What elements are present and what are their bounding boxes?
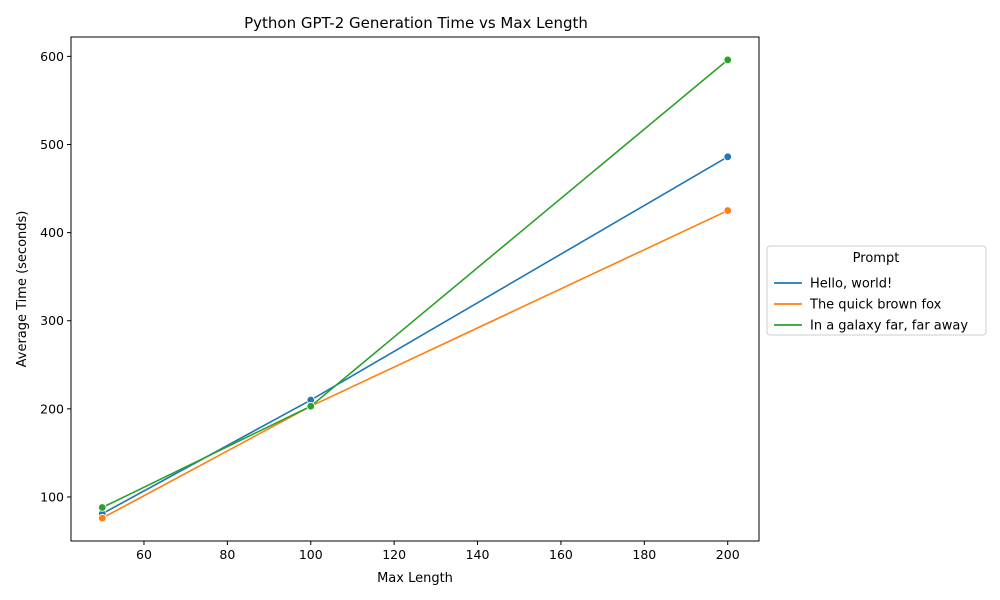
y-axis-ticks: 100 200 300 400 500 600 (40, 49, 71, 504)
chart-title: Python GPT-2 Generation Time vs Max Leng… (244, 14, 588, 32)
data-point (98, 513, 107, 523)
x-axis-label: Max Length (377, 571, 453, 586)
data-point (723, 206, 732, 215)
legend-label: Hello, world! (810, 277, 892, 292)
data-point (723, 152, 732, 162)
y-tick-label: 300 (40, 313, 64, 328)
data-point (306, 401, 315, 411)
legend-title: Prompt (853, 251, 900, 266)
legend-label: The quick brown fox (809, 298, 942, 313)
data-point (723, 55, 732, 65)
y-tick-label: 600 (40, 49, 64, 64)
y-axis-label: Average Time (seconds) (15, 211, 30, 368)
x-tick-label: 160 (549, 547, 573, 562)
x-tick-label: 100 (299, 547, 323, 562)
y-tick-label: 200 (40, 401, 64, 416)
y-tick-label: 500 (40, 137, 64, 152)
x-tick-label: 140 (466, 547, 490, 562)
series-line (101, 209, 729, 519)
data-point (98, 503, 107, 512)
plot-area (98, 55, 732, 523)
series-line (101, 156, 729, 515)
x-tick-label: 180 (632, 547, 656, 562)
x-tick-label: 80 (219, 547, 235, 562)
legend-label: In a galaxy far, far away (810, 319, 968, 334)
legend: Prompt Hello, world! The quick brown fox I… (766, 245, 987, 336)
legend-frame (766, 245, 987, 336)
y-tick-label: 400 (40, 225, 64, 240)
series-line (101, 59, 729, 509)
plot-frame (70, 36, 760, 542)
x-tick-label: 120 (382, 547, 406, 562)
x-tick-label: 200 (716, 547, 740, 562)
x-tick-label: 60 (136, 547, 152, 562)
y-tick-label: 100 (40, 489, 64, 504)
x-axis-ticks: 60 80 100 120 140 160 180 200 (136, 541, 740, 562)
